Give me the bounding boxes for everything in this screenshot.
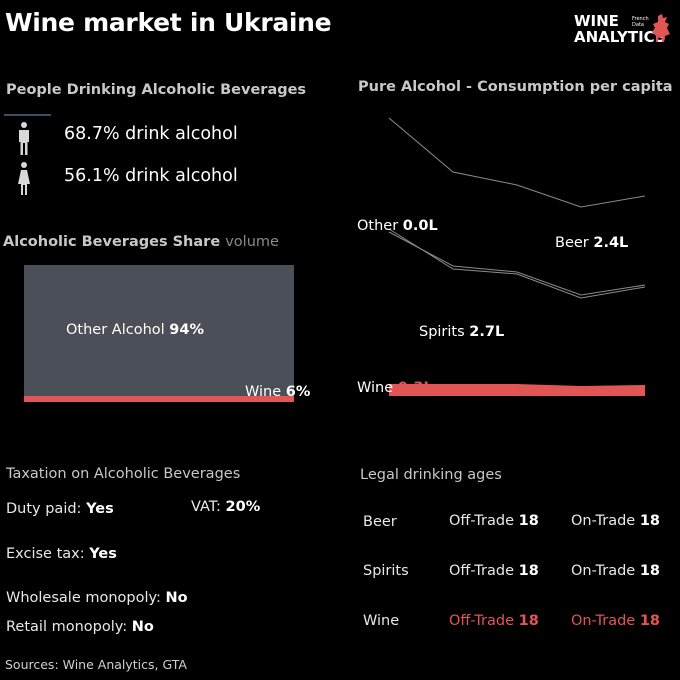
excise-tax: Excise tax: Yes [6, 546, 117, 562]
logo-line1: WINE [574, 12, 619, 30]
share-other-label: Other Alcohol 94% [66, 322, 204, 338]
age-row-wine-on: On-Trade 18 [571, 613, 660, 629]
beer-label: Beer 2.4L [555, 235, 629, 251]
page-title: Wine market in Ukraine [5, 8, 332, 37]
spirits-line [388, 228, 646, 299]
section-underline [4, 114, 51, 116]
duty-paid: Duty paid: Yes [6, 501, 114, 517]
wholesale-monopoly: Wholesale monopoly: No [6, 590, 188, 606]
share-subtitle: volume [225, 234, 279, 250]
logo-line2: ANALYTICS [574, 28, 666, 46]
beer-line [388, 117, 646, 208]
vat: VAT: 20% [191, 499, 261, 515]
man-icon [19, 122, 29, 155]
age-row-spirits-off: Off-Trade 18 [449, 563, 539, 579]
people-section-title: People Drinking Alcoholic Beverages [6, 82, 307, 98]
spirits-label: Spirits 2.7L [419, 324, 505, 340]
age-row-spirits-name: Spirits [363, 563, 409, 579]
taxation-section-title: Taxation on Alcoholic Beverages [6, 466, 241, 482]
women-stat: 56.1% drink alcohol [64, 166, 238, 186]
woman-icon [18, 162, 30, 195]
ages-section-title: Legal drinking ages [360, 467, 502, 483]
men-stat: 68.7% drink alcohol [64, 124, 238, 144]
share-wine-label: Wine 6% [245, 384, 311, 400]
wine-label: Wine 0.3L [357, 380, 433, 396]
sources: Sources: Wine Analytics, GTA [5, 657, 187, 672]
other-line [388, 231, 646, 296]
consumption-section-title: Pure Alcohol - Consumption per capita [358, 79, 673, 95]
share-bar-wine [24, 396, 294, 402]
wine-analytics-logo: WINE ANALYTICS French Data [574, 14, 672, 50]
share-section-title: Alcoholic Beverages Share volume [3, 234, 279, 250]
age-row-beer-on: On-Trade 18 [571, 513, 660, 529]
rooster-icon [652, 14, 670, 42]
age-row-spirits-on: On-Trade 18 [571, 563, 660, 579]
other-label: Other 0.0L [357, 218, 438, 234]
age-row-beer-name: Beer [363, 514, 397, 530]
age-row-wine-name: Wine [363, 613, 400, 629]
age-row-wine-off: Off-Trade 18 [449, 613, 539, 629]
retail-monopoly: Retail monopoly: No [6, 619, 154, 635]
logo-sub: French Data [632, 16, 649, 28]
age-row-beer-off: Off-Trade 18 [449, 513, 539, 529]
wine-area [389, 384, 645, 396]
share-bar-other [24, 265, 294, 398]
